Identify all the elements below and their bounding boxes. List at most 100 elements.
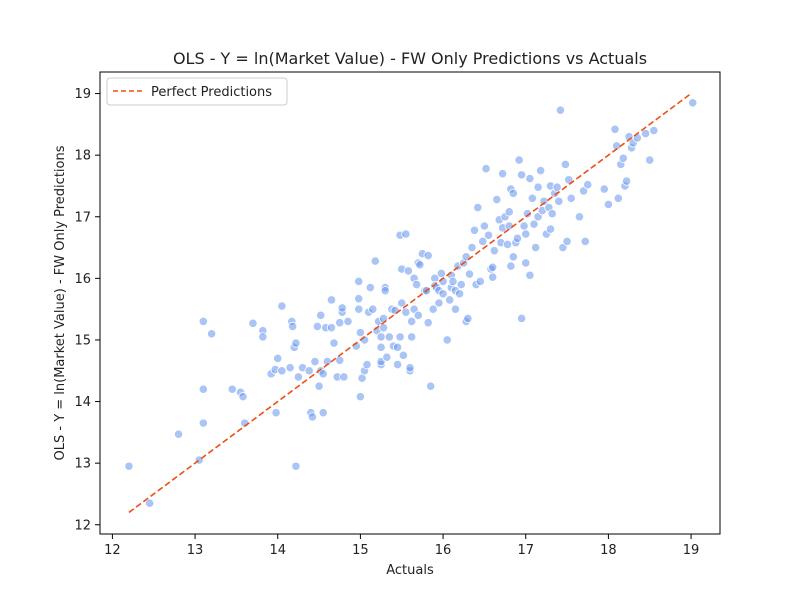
scatter-point <box>479 221 489 231</box>
scatter-point <box>407 316 417 327</box>
scatter-point <box>124 461 134 471</box>
scatter-point <box>464 269 475 279</box>
scatter-point <box>445 295 455 305</box>
scatter-point <box>370 256 380 266</box>
scatter-point <box>415 260 425 270</box>
scatter-point <box>337 303 347 313</box>
scatter-point <box>456 279 466 290</box>
scatter-point <box>198 418 208 428</box>
scatter-point <box>527 193 537 203</box>
x-axis-label: Actuals <box>386 563 434 578</box>
y-tick-label: 18 <box>74 149 91 164</box>
scatter-point <box>450 304 461 314</box>
scatter-point <box>326 323 337 333</box>
scatter-point <box>497 169 508 179</box>
legend-box <box>106 77 288 106</box>
scatter-point <box>502 239 513 250</box>
scatter-point <box>198 384 208 394</box>
scatter-point <box>354 276 364 287</box>
scatter-point <box>382 352 392 362</box>
scatter-point <box>258 332 268 342</box>
scatter-point <box>423 318 433 328</box>
scatter-point <box>521 229 531 239</box>
scatter-point <box>401 307 411 317</box>
y-tick-label: 12 <box>74 518 91 533</box>
scatter-point <box>384 332 394 342</box>
scatter-point <box>434 298 444 308</box>
x-tick-label: 18 <box>600 543 617 558</box>
scatter-point <box>314 381 324 391</box>
scatter-point <box>640 129 651 139</box>
scatter-point <box>522 209 532 219</box>
scatter-point <box>492 194 502 205</box>
scatter-point <box>318 369 328 379</box>
y-tick-label: 13 <box>74 457 91 472</box>
scatter-point <box>403 266 413 276</box>
scatter-point <box>423 250 433 261</box>
scatter-point <box>512 233 523 243</box>
scatter-point <box>508 188 518 198</box>
scatter-point <box>649 125 659 136</box>
scatter-point <box>516 170 527 180</box>
scatter-point <box>335 318 345 328</box>
scatter-point <box>436 268 447 279</box>
y-axis-ticks: 12 13 14 15 16 17 18 19 <box>74 87 100 533</box>
scatter-point <box>488 262 498 272</box>
scatter-point <box>555 105 566 115</box>
scatter-point <box>603 199 614 210</box>
scatter-point <box>483 230 494 240</box>
scatter-point <box>354 294 364 304</box>
scatter-point <box>145 498 155 508</box>
scatter-point <box>173 429 184 439</box>
scatter-point <box>198 316 208 327</box>
y-tick-label: 16 <box>74 272 91 287</box>
scatter-point <box>362 359 372 370</box>
scatter-point <box>554 196 564 206</box>
scatter-point <box>564 175 574 185</box>
scatter-point <box>304 366 314 376</box>
scatter-point <box>545 224 556 234</box>
scatter-point <box>329 338 339 348</box>
scatter-point <box>481 164 491 174</box>
scatter-point <box>312 321 323 332</box>
scatter-point <box>395 332 405 342</box>
scatter-point <box>574 212 585 222</box>
scatter-point <box>376 332 386 342</box>
scatter-point <box>291 461 301 471</box>
scatter-point <box>442 335 452 345</box>
scatter-point <box>516 313 527 323</box>
scatter-point <box>426 381 436 391</box>
scatter-point <box>343 316 353 327</box>
scatter-point <box>525 270 535 280</box>
scatter-point <box>478 236 488 246</box>
scatter-point <box>405 363 415 373</box>
scatter-point <box>475 276 485 287</box>
points-layer <box>124 98 698 508</box>
scatter-point <box>613 193 623 203</box>
scatter-point <box>368 304 378 314</box>
scatter-point <box>539 196 549 206</box>
scatter-point <box>438 289 448 299</box>
x-tick-label: 13 <box>187 543 204 558</box>
scatter-point <box>378 323 389 333</box>
scatter-point <box>552 182 562 192</box>
scatter-point <box>207 329 217 339</box>
scatter-point <box>291 338 301 348</box>
chart-title: OLS - Y = ln(Market Value) - FW Only Pre… <box>173 49 647 68</box>
scatter-point <box>277 366 287 376</box>
scatter-point <box>519 221 529 231</box>
scatter-point <box>489 246 499 256</box>
x-tick-label: 15 <box>352 543 369 558</box>
scatter-point <box>227 384 237 394</box>
scatter-point <box>448 276 458 287</box>
scatter-point <box>562 236 572 246</box>
legend-label-perfect-predictions: Perfect Predictions <box>151 85 272 100</box>
scatter-point <box>355 392 365 402</box>
x-tick-label: 17 <box>517 543 534 558</box>
scatter-point <box>310 356 320 367</box>
y-tick-label: 14 <box>74 395 91 410</box>
scatter-point <box>645 155 655 165</box>
x-tick-label: 12 <box>104 543 121 558</box>
scatter-point <box>533 182 543 192</box>
scatter-point <box>467 242 477 253</box>
